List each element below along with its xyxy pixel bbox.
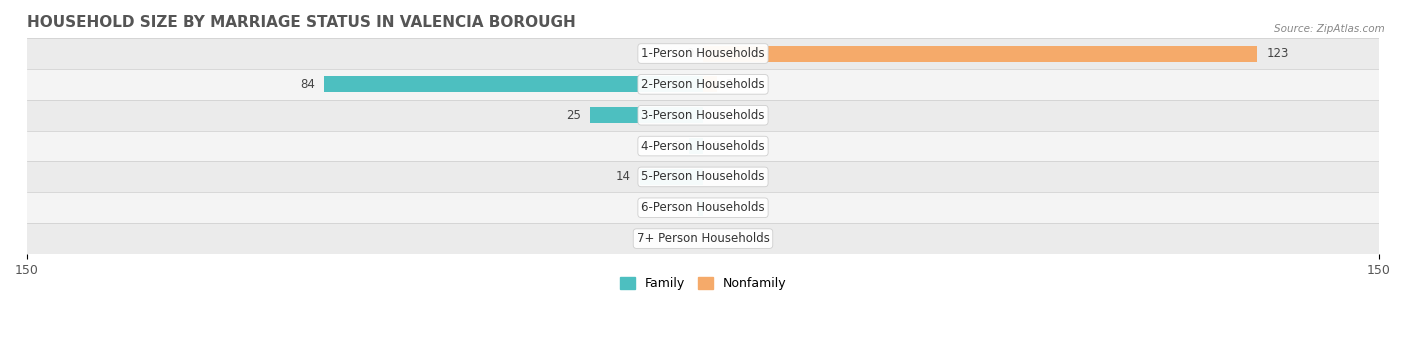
Bar	[703, 76, 717, 92]
Text: 6-Person Households: 6-Person Households	[641, 201, 765, 214]
Text: 25: 25	[567, 109, 581, 122]
Text: 5-Person Households: 5-Person Households	[641, 170, 765, 183]
Text: 0: 0	[711, 139, 720, 152]
Bar	[703, 45, 1257, 62]
Text: 123: 123	[1267, 47, 1289, 60]
Text: Source: ZipAtlas.com: Source: ZipAtlas.com	[1274, 24, 1385, 34]
Text: 4-Person Households: 4-Person Households	[641, 139, 765, 152]
Text: 1-Person Households: 1-Person Households	[641, 47, 765, 60]
Text: 3: 3	[725, 78, 733, 91]
Bar	[27, 100, 1379, 131]
Text: 3: 3	[673, 139, 681, 152]
Bar	[325, 76, 703, 92]
Text: 1: 1	[682, 201, 689, 214]
Bar	[27, 162, 1379, 192]
Text: 14: 14	[616, 170, 631, 183]
Text: 0: 0	[686, 232, 695, 245]
Bar	[591, 107, 703, 123]
Text: 7+ Person Households: 7+ Person Households	[637, 232, 769, 245]
Text: 0: 0	[711, 170, 720, 183]
Text: 3-Person Households: 3-Person Households	[641, 109, 765, 122]
Bar	[27, 38, 1379, 69]
Text: 0: 0	[711, 201, 720, 214]
Text: 0: 0	[711, 232, 720, 245]
Bar	[27, 131, 1379, 162]
Bar	[27, 69, 1379, 100]
Bar	[27, 223, 1379, 254]
Text: HOUSEHOLD SIZE BY MARRIAGE STATUS IN VALENCIA BOROUGH: HOUSEHOLD SIZE BY MARRIAGE STATUS IN VAL…	[27, 15, 575, 30]
Text: 2-Person Households: 2-Person Households	[641, 78, 765, 91]
Text: 0: 0	[686, 47, 695, 60]
Bar	[640, 169, 703, 185]
Text: 84: 84	[301, 78, 315, 91]
Bar	[689, 138, 703, 154]
Bar	[699, 200, 703, 216]
Bar	[27, 192, 1379, 223]
Text: 0: 0	[711, 109, 720, 122]
Legend: Family, Nonfamily: Family, Nonfamily	[614, 272, 792, 295]
